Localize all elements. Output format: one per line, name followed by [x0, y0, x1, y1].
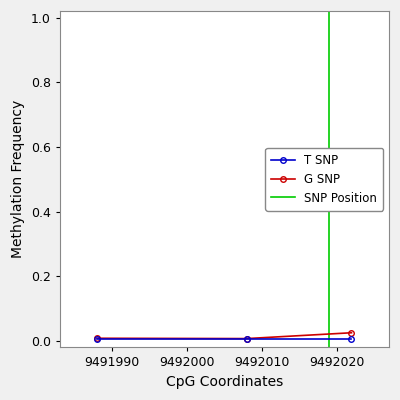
- Legend: T SNP, G SNP, SNP Position: T SNP, G SNP, SNP Position: [265, 148, 383, 210]
- Y-axis label: Methylation Frequency: Methylation Frequency: [11, 100, 25, 258]
- X-axis label: CpG Coordinates: CpG Coordinates: [166, 375, 283, 389]
